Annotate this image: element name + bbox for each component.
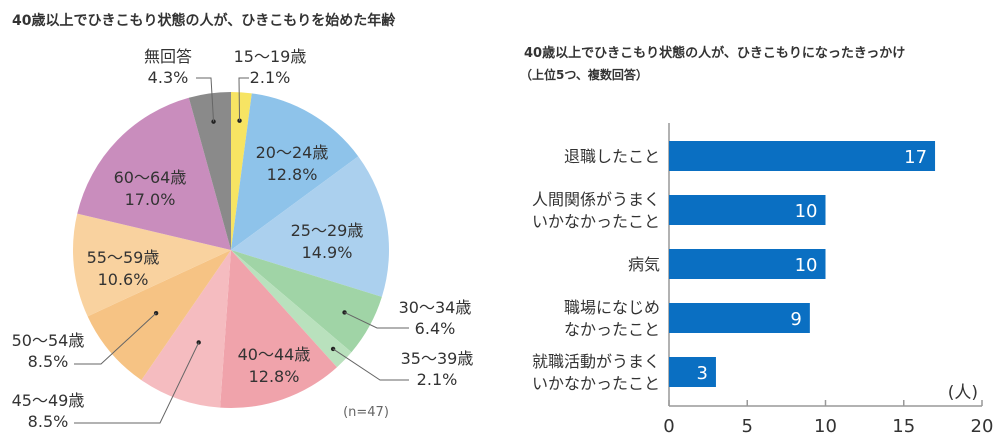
- x-axis-unit: (人): [948, 383, 978, 403]
- pie-value: 6.4%: [415, 319, 456, 338]
- pie-label: 25〜29歳: [291, 221, 364, 240]
- leader-line: [74, 342, 200, 424]
- bar-value-label: 17: [904, 147, 927, 168]
- leader-dot: [196, 340, 201, 345]
- bar-category-label: いかなかったこと: [532, 374, 660, 393]
- bar-category-label: 就職活動がうまく: [532, 352, 660, 371]
- pie-value: 12.8%: [249, 367, 300, 386]
- pie-slice: [231, 92, 252, 250]
- pie-slice: [141, 250, 231, 408]
- bar-category-label: いかなかったこと: [532, 212, 660, 231]
- pie-value: 2.1%: [417, 370, 458, 389]
- bar-value-label: 3: [696, 363, 707, 384]
- pie-slice: [231, 156, 389, 297]
- x-tick-label: 0: [663, 416, 674, 437]
- bar: [669, 303, 810, 333]
- pie-slice: [188, 92, 231, 250]
- pie-label: 35〜39歳: [401, 349, 474, 368]
- leader-line: [332, 348, 409, 381]
- x-tick-label: 15: [892, 416, 915, 437]
- pie-slice: [231, 250, 382, 353]
- bar-category-label: 退職したこと: [564, 147, 660, 166]
- pie-value: 2.1%: [250, 68, 291, 87]
- pie-label: 15〜19歳: [234, 47, 307, 66]
- leader-line: [196, 77, 215, 122]
- pie-label: 無回答: [144, 47, 192, 66]
- pie-slice: [220, 250, 337, 408]
- bar: [669, 249, 826, 279]
- pie-label: 40〜44歳: [238, 345, 311, 364]
- bar-category-label: 病気: [628, 255, 660, 274]
- pie-value: 10.6%: [98, 270, 149, 289]
- leader-line: [344, 311, 409, 329]
- pie-slice: [87, 250, 231, 381]
- x-tick-label: 5: [742, 416, 753, 437]
- pie-label: 30〜34歳: [399, 298, 472, 317]
- pie-slice: [77, 97, 232, 250]
- pie-label: 60〜64歳: [114, 168, 187, 187]
- pie-label: 20〜24歳: [256, 143, 329, 162]
- bar-category-label: なかったこと: [564, 320, 660, 339]
- pie-value: 8.5%: [28, 412, 69, 431]
- bar: [669, 195, 826, 225]
- pie-label: 50〜54歳: [12, 331, 85, 350]
- x-tick-label: 20: [971, 416, 994, 437]
- leader-line: [74, 312, 157, 365]
- bar-value-label: 10: [795, 201, 818, 222]
- pie-value: 14.9%: [302, 243, 353, 262]
- bar: [669, 141, 936, 171]
- pie-slice: [231, 93, 359, 250]
- leader-dot: [211, 119, 216, 124]
- pie-value: 4.3%: [148, 68, 189, 87]
- x-tick-label: 10: [814, 416, 837, 437]
- sample-size-note: (n=47): [343, 405, 389, 420]
- pie-label: 45〜49歳: [12, 391, 85, 410]
- bar-category-label: 職場になじめ: [564, 298, 660, 317]
- leader-line: [238, 77, 249, 121]
- pie-chart-title: 40歳以上でひきこもり状態の人が、ひきこもりを始めた年齢: [12, 13, 396, 29]
- bar: [669, 357, 716, 387]
- bar-chart-subtitle: （上位5つ、複数回答）: [520, 68, 648, 82]
- pie-label: 55〜59歳: [87, 248, 160, 267]
- bar-value-label: 9: [790, 309, 801, 330]
- pie-value: 17.0%: [125, 190, 176, 209]
- bar-category-label: 人間関係がうまく: [532, 190, 660, 209]
- bar-value-label: 10: [795, 255, 818, 276]
- pie-slice: [231, 250, 352, 368]
- leader-dot: [237, 118, 242, 123]
- pie-value: 8.5%: [28, 352, 69, 371]
- pie-slice: [73, 213, 232, 317]
- bar-chart-title: 40歳以上でひきこもり状態の人が、ひきこもりになったきっかけ: [524, 46, 906, 61]
- pie-value: 12.8%: [267, 165, 318, 184]
